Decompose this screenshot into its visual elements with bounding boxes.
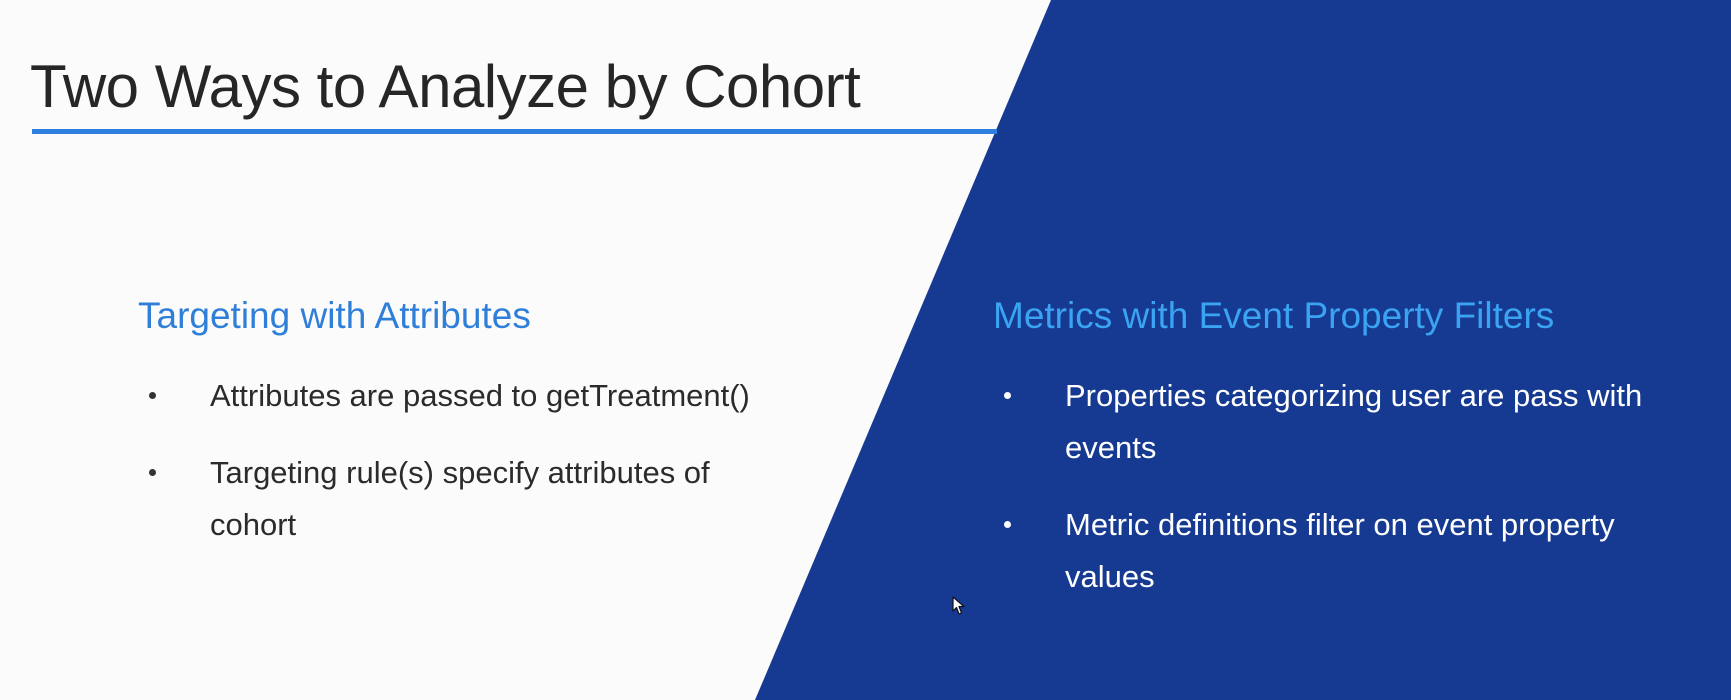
bullet-dot-icon [149,469,156,476]
bullet-dot-icon [1004,521,1011,528]
list-item: Metric definitions filter on event prope… [993,499,1693,603]
right-column: Metrics with Event Property Filters Prop… [993,292,1693,628]
slide-title: Two Ways to Analyze by Cohort [30,53,861,120]
list-item: Properties categorizing user are pass wi… [993,370,1693,474]
list-item: Attributes are passed to getTreatment() [138,370,798,422]
mouse-pointer-icon [952,596,965,615]
left-bullet-list: Attributes are passed to getTreatment() … [138,370,798,551]
right-heading: Metrics with Event Property Filters [993,295,1555,336]
title-underline [32,129,997,134]
left-column: Targeting with Attributes Attributes are… [138,292,798,576]
bullet-text: Attributes are passed to getTreatment() [210,378,750,413]
bullet-text: Properties categorizing user are pass wi… [1065,378,1643,465]
right-bullet-list: Properties categorizing user are pass wi… [993,370,1693,603]
left-heading: Targeting with Attributes [138,295,531,336]
bullet-dot-icon [1004,392,1011,399]
list-item: Targeting rule(s) specify attributes of … [138,447,798,551]
bullet-text: Targeting rule(s) specify attributes of … [210,455,710,542]
bullet-dot-icon [149,392,156,399]
bullet-text: Metric definitions filter on event prope… [1065,507,1615,594]
